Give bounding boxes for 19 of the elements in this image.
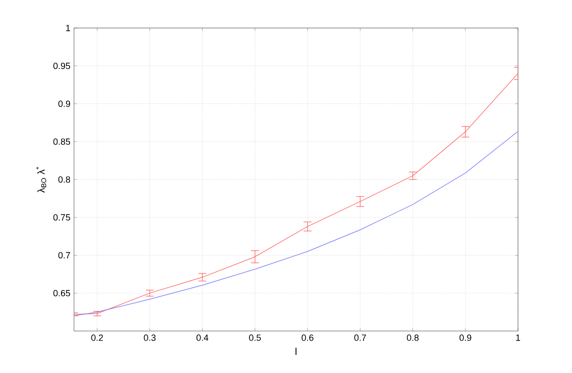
x-tick-label: 0.3 bbox=[144, 334, 156, 341]
x-tick-label: 0.6 bbox=[302, 334, 314, 341]
x-tick-label: 0.5 bbox=[249, 334, 261, 341]
x-tick-label: 0.4 bbox=[196, 334, 208, 341]
y-tick-label: 0.85 bbox=[53, 138, 70, 145]
line-series bbox=[74, 131, 518, 316]
y-tick-label: 0.75 bbox=[53, 214, 70, 221]
y-tick-label: 0.8 bbox=[58, 176, 70, 183]
x-tick-label: 0.2 bbox=[91, 334, 103, 341]
x-tick-label: 0.7 bbox=[354, 334, 366, 341]
y-tick-label: 0.9 bbox=[58, 100, 70, 107]
y-tick-label: 0.95 bbox=[53, 62, 70, 70]
y-tick-label: 0.65 bbox=[53, 290, 70, 296]
x-tick-label: 1 bbox=[516, 334, 520, 341]
y-axis-title: λ$_{BO}$ λ$^{*}$ bbox=[36, 166, 46, 193]
x-tick-label: 0.8 bbox=[406, 334, 419, 341]
y-tick-label: 1 bbox=[66, 24, 70, 32]
x-tick-label: 0.9 bbox=[460, 334, 472, 341]
y-tick-label: 0.7 bbox=[58, 252, 70, 258]
